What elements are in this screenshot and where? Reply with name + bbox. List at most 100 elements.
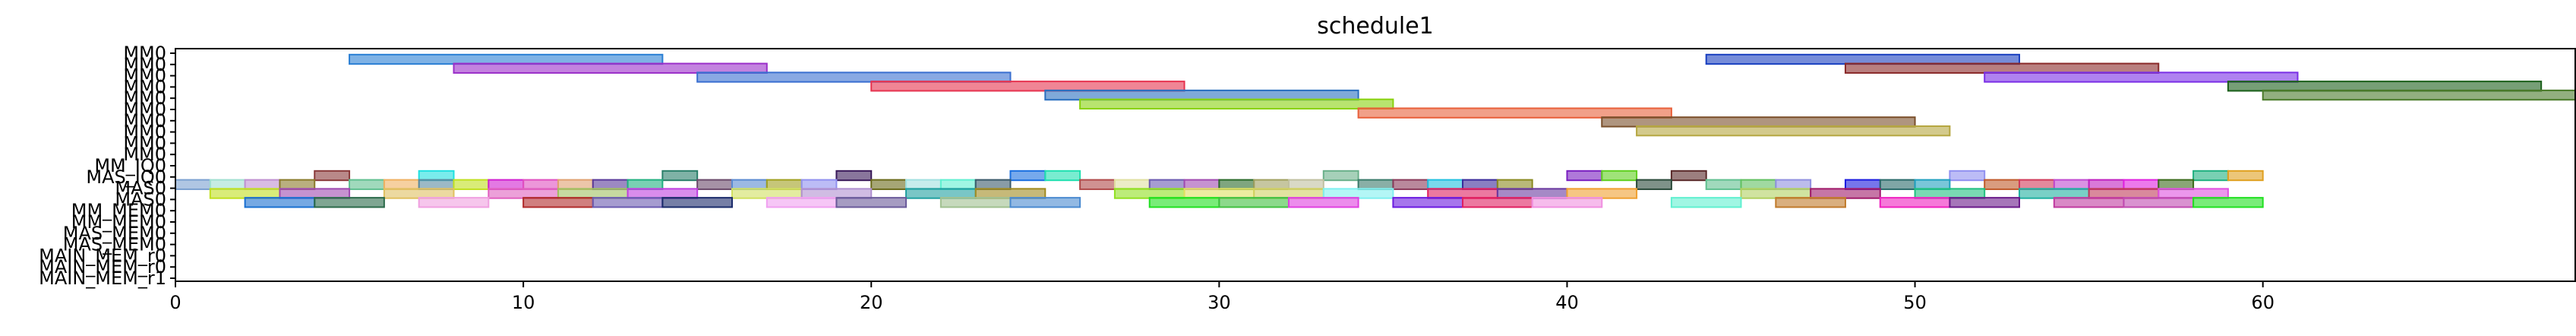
y-tick-label: MAS0 (115, 189, 166, 210)
task-bar (1496, 179, 1533, 190)
task-bar (2192, 197, 2264, 208)
task-bar (383, 179, 420, 190)
task-bar (1984, 71, 2299, 83)
task-bar (766, 179, 803, 190)
x-tick-label: 50 (1903, 292, 1927, 313)
task-bar (1113, 188, 1185, 199)
task-bar (209, 188, 281, 199)
task-bar (2123, 179, 2160, 190)
task-bar (1775, 179, 1812, 190)
task-bar (1427, 188, 1498, 199)
y-tick-label: MAS_MEM0 (63, 234, 166, 255)
task-bar (1148, 197, 1220, 208)
task-bar (418, 179, 455, 190)
task-bar (1392, 179, 1429, 190)
task-bar (2019, 188, 2090, 199)
task-bar (1949, 170, 1986, 182)
task-bar (279, 179, 316, 190)
task-bar (2088, 188, 2160, 199)
y-tick-label: MM_MEM0 (71, 200, 166, 221)
task-bar (244, 179, 281, 190)
task-bar (453, 62, 768, 74)
task-bar (383, 188, 455, 199)
y-tick-label: MM0 (123, 43, 166, 64)
task-bar (696, 179, 733, 190)
y-tick-label: MM0 (123, 54, 166, 75)
task-bar (1253, 179, 1290, 190)
task-bar (522, 197, 594, 208)
task-bar (835, 170, 873, 182)
task-bar (835, 197, 908, 208)
task-bar (870, 81, 1185, 92)
task-bar (244, 197, 316, 208)
task-bar (2262, 89, 2576, 101)
task-bar (1531, 197, 1603, 208)
task-bar (800, 179, 838, 190)
y-tick-label: MM0 (123, 122, 166, 143)
task-bar (1462, 179, 1498, 190)
x-tick-label: 30 (1208, 292, 1231, 313)
task-bar (1044, 170, 1081, 182)
task-bar (1670, 197, 1742, 208)
task-bar (1009, 170, 1046, 182)
task-bar (905, 179, 942, 190)
y-tick-label: MM0 (123, 144, 166, 165)
task-bar (766, 197, 838, 208)
task-bar (1496, 188, 1568, 199)
task-bar (592, 197, 664, 208)
task-bar (1183, 188, 1255, 199)
task-bar (974, 188, 1046, 199)
x-tick-label: 60 (2251, 292, 2275, 313)
y-tick-label: MAS_MEM0 (63, 223, 166, 244)
task-bar (1148, 179, 1185, 190)
task-bar (1009, 197, 1081, 208)
task-bar (349, 179, 385, 190)
task-bar (2227, 81, 2543, 92)
task-bar (209, 179, 246, 190)
task-bar (592, 179, 629, 190)
task-bar (522, 179, 559, 190)
task-bar (2227, 170, 2264, 182)
task-bar (1879, 197, 1951, 208)
task-bar (1079, 179, 1116, 190)
task-bar (1705, 179, 1742, 190)
task-bar (2158, 179, 2195, 190)
task-bar (1844, 179, 1881, 190)
task-bar (279, 188, 351, 199)
task-bar (418, 170, 455, 182)
task-bar (1949, 197, 2021, 208)
task-bar (627, 188, 699, 199)
x-axis-ticks: 0 10 20 30 40 50 60 (169, 281, 2275, 313)
task-bar (175, 179, 211, 190)
task-bar (1566, 170, 1603, 182)
task-bar (1462, 197, 1533, 208)
task-bar (731, 188, 803, 199)
task-bar (1636, 125, 1951, 137)
y-tick-label: MM0 (123, 65, 166, 87)
task-bar (1566, 188, 1638, 199)
task-bar (314, 170, 351, 182)
task-bar (1113, 179, 1151, 190)
y-tick-label: MM0 (123, 99, 166, 120)
task-bar (2019, 179, 2055, 190)
task-bar (939, 179, 977, 190)
task-bar (557, 188, 629, 199)
task-bar (661, 170, 699, 182)
task-bar (418, 197, 490, 208)
task-bar (1705, 53, 2021, 65)
y-tick-label: MM_MEM0 (71, 211, 166, 233)
task-bar (974, 179, 1012, 190)
task-bar (661, 197, 733, 208)
y-tick-label: MAS_IQ0 (86, 166, 166, 188)
y-tick-label: MM0 (123, 87, 166, 109)
task-bar (1218, 197, 1290, 208)
y-tick-label: MAIN_MEM_r1 (39, 268, 166, 289)
task-bar (1601, 170, 1638, 182)
y-tick-label: MAS0 (115, 178, 166, 199)
y-axis-ticks: MM0MM0MM0MM0MM0MM0MM0MM0MM0MM0MM_IQ0MAS_… (39, 43, 175, 289)
task-bar (696, 71, 1012, 83)
task-bar (800, 188, 873, 199)
y-tick-label: MM0 (123, 132, 166, 154)
task-bar (2192, 170, 2229, 182)
